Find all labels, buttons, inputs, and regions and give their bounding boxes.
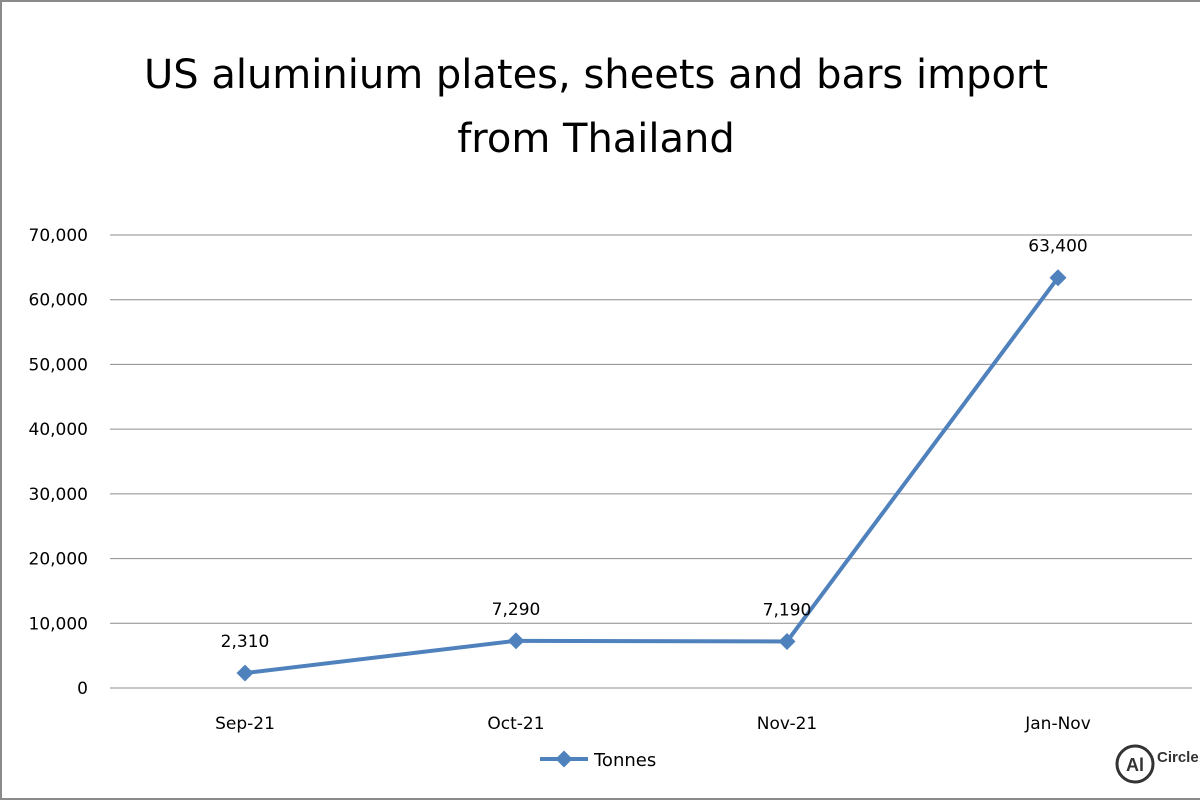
x-tick-label: Jan-Nov <box>1024 714 1091 734</box>
y-tick-label: 50,000 <box>29 355 88 375</box>
data-point-marker <box>507 632 525 650</box>
y-tick-label: 10,000 <box>29 614 88 634</box>
logo-text: Circle <box>1157 749 1199 766</box>
legend-label-tonnes: Tonnes <box>593 750 656 771</box>
series-line-tonnes <box>244 276 1060 676</box>
x-tick-label: Oct-21 <box>487 714 544 734</box>
y-tick-label: 40,000 <box>29 420 88 440</box>
series-tonnes <box>236 269 1067 682</box>
y-tick-label: 70,000 <box>29 226 88 246</box>
x-tick-label: Sep-21 <box>215 714 275 734</box>
gridlines <box>110 234 1192 689</box>
y-tick-label: 0 <box>77 679 88 699</box>
data-label: 63,400 <box>1028 237 1087 257</box>
alcircle-logo-icon-letters: Al <box>1126 755 1144 775</box>
x-axis-tick-labels: Sep-21 Oct-21 Nov-21 Jan-Nov <box>215 714 1091 734</box>
legend: Tonnes <box>540 750 656 771</box>
data-label: 7,290 <box>492 600 541 620</box>
alcircle-logo: Al Circle <box>1115 744 1199 784</box>
alcircle-logo-icon <box>1115 744 1155 784</box>
data-labels: 2,310 7,290 7,190 63,400 <box>221 237 1088 652</box>
y-tick-label: 30,000 <box>29 485 88 505</box>
y-axis-tick-labels: 0 10,000 20,000 30,000 40,000 50,000 60,000 70,… <box>29 226 88 699</box>
chart-title-line-2: from Thailand <box>457 116 735 162</box>
y-tick-label: 60,000 <box>29 291 88 311</box>
x-tick-label: Nov-21 <box>757 714 818 734</box>
data-point-marker <box>778 632 796 650</box>
data-label: 2,310 <box>221 632 270 652</box>
data-point-marker <box>236 664 254 682</box>
legend-marker-swatch <box>555 750 573 768</box>
chart-title: US aluminium plates, sheets and bars imp… <box>144 52 1048 162</box>
chart-title-line-1: US aluminium plates, sheets and bars imp… <box>144 52 1048 98</box>
y-tick-label: 20,000 <box>29 550 88 570</box>
data-label: 7,190 <box>763 600 812 620</box>
